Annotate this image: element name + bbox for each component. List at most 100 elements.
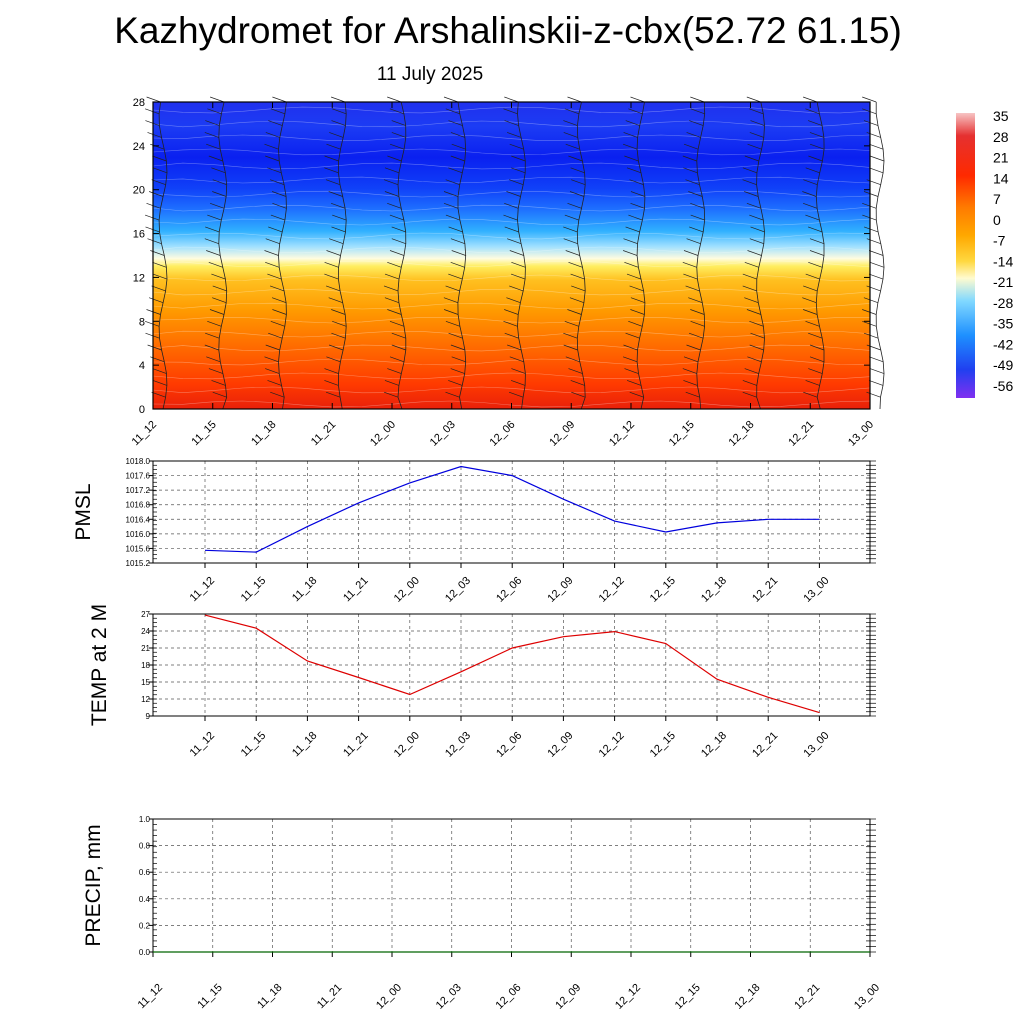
wind-barb — [448, 120, 463, 126]
wind-barb — [326, 356, 341, 363]
wind-barb — [504, 226, 519, 233]
x-tick-label: 11_12 — [136, 982, 166, 1012]
wind-barb — [267, 167, 282, 174]
wind-barb — [690, 320, 705, 327]
wind-barb — [862, 108, 877, 115]
wind-barb — [391, 226, 406, 233]
wind-barb — [269, 179, 285, 186]
wind-barb — [742, 380, 757, 386]
wind-barb — [451, 356, 466, 363]
wind-barb — [329, 132, 344, 138]
wind-barb — [152, 261, 167, 268]
wind-barb — [269, 285, 285, 292]
section-y-tick-label: 12 — [133, 272, 145, 284]
wind-barb — [802, 309, 818, 315]
wind-barb — [265, 132, 280, 138]
wind-barb — [151, 179, 166, 186]
wind-barb — [630, 309, 645, 315]
contour-line — [152, 288, 871, 296]
wind-barb — [272, 309, 287, 315]
section-x-tick-label: 13_00 — [846, 419, 876, 449]
wind-barb — [391, 132, 406, 138]
wind-barb — [265, 238, 280, 245]
x-tick-label: 12_09 — [545, 575, 575, 605]
colorbar-label: -14 — [993, 253, 1013, 269]
wind-barb — [332, 320, 347, 327]
x-tick-label: 12_03 — [443, 730, 473, 760]
wind-barb — [264, 143, 279, 150]
wind-barb — [869, 155, 885, 162]
wind-barb — [389, 250, 405, 256]
wind-barb — [690, 202, 705, 209]
wind-barb — [565, 143, 580, 150]
wind-barb — [686, 132, 701, 138]
wind-barb — [268, 332, 283, 339]
wind-barb — [383, 285, 399, 292]
wind-barb — [742, 167, 758, 174]
wind-barb — [511, 167, 526, 174]
section-heatmap-fill — [153, 102, 870, 409]
contour-line — [152, 176, 871, 184]
wind-barb — [450, 155, 465, 162]
wind-barb — [212, 179, 227, 186]
x-tick-label: 11_21 — [341, 730, 371, 760]
wind-barb — [509, 143, 524, 150]
wind-barb — [688, 297, 703, 304]
wind-barb — [623, 344, 638, 351]
wind-barb — [869, 356, 884, 363]
wind-barb — [629, 285, 644, 292]
wind-barb — [325, 179, 341, 186]
wind-barb — [206, 250, 221, 256]
wind-barb — [445, 320, 461, 327]
y-tick-label: 24 — [141, 627, 150, 636]
y-tick-label: 0.4 — [139, 895, 151, 904]
wind-barb — [206, 143, 221, 150]
wind-barb — [209, 202, 225, 209]
contour-line — [152, 274, 871, 282]
wind-barb — [445, 214, 461, 221]
wind-barb — [746, 202, 762, 209]
wind-barb — [144, 214, 160, 221]
wind-barb — [862, 214, 877, 221]
wind-barb — [624, 155, 639, 162]
wind-barb — [685, 285, 700, 292]
wind-barb — [328, 344, 344, 351]
wind-barb — [863, 191, 879, 197]
wind-barb — [151, 391, 166, 398]
wind-barb — [868, 143, 884, 150]
wind-barb — [331, 226, 346, 233]
wind-barb — [683, 250, 699, 256]
x-tick-label: 12_15 — [648, 730, 678, 760]
wind-barb — [152, 155, 167, 162]
y-axis-label: TEMP at 2 M — [88, 604, 111, 726]
wind-barb — [802, 191, 817, 197]
wind-barb — [147, 238, 162, 245]
wind-barb — [270, 214, 286, 221]
wind-barb — [866, 285, 881, 292]
wind-barb — [148, 297, 164, 304]
wind-barb — [211, 167, 226, 174]
wind-barb — [689, 120, 704, 126]
wind-barb — [325, 391, 341, 398]
section-x-tick-label: 12_03 — [428, 419, 458, 449]
wind-barb — [750, 120, 765, 126]
wind-barb — [445, 391, 460, 398]
wind-barb — [384, 191, 400, 197]
wind-barb — [208, 155, 223, 162]
wind-barb — [326, 250, 341, 256]
wind-barb — [509, 285, 524, 292]
colorbar-label: -49 — [993, 357, 1013, 373]
wind-barb — [809, 238, 825, 245]
x-tick-label: 12_15 — [648, 575, 678, 605]
contour-line — [152, 386, 871, 394]
x-tick-label: 11_12 — [188, 575, 218, 605]
wind-barb — [750, 226, 765, 233]
wind-barb — [805, 380, 820, 386]
wind-barb — [805, 273, 820, 280]
temp-panel: 9 12 15 18 21 24 27 11_12 11_15 11_18 11_21 12_00 12… — [88, 604, 876, 760]
wind-barb — [445, 179, 460, 186]
wind-barb — [628, 108, 643, 115]
contour-line — [152, 302, 871, 310]
wind-barb — [332, 214, 347, 221]
section-y-tick-label: 0 — [139, 404, 145, 416]
